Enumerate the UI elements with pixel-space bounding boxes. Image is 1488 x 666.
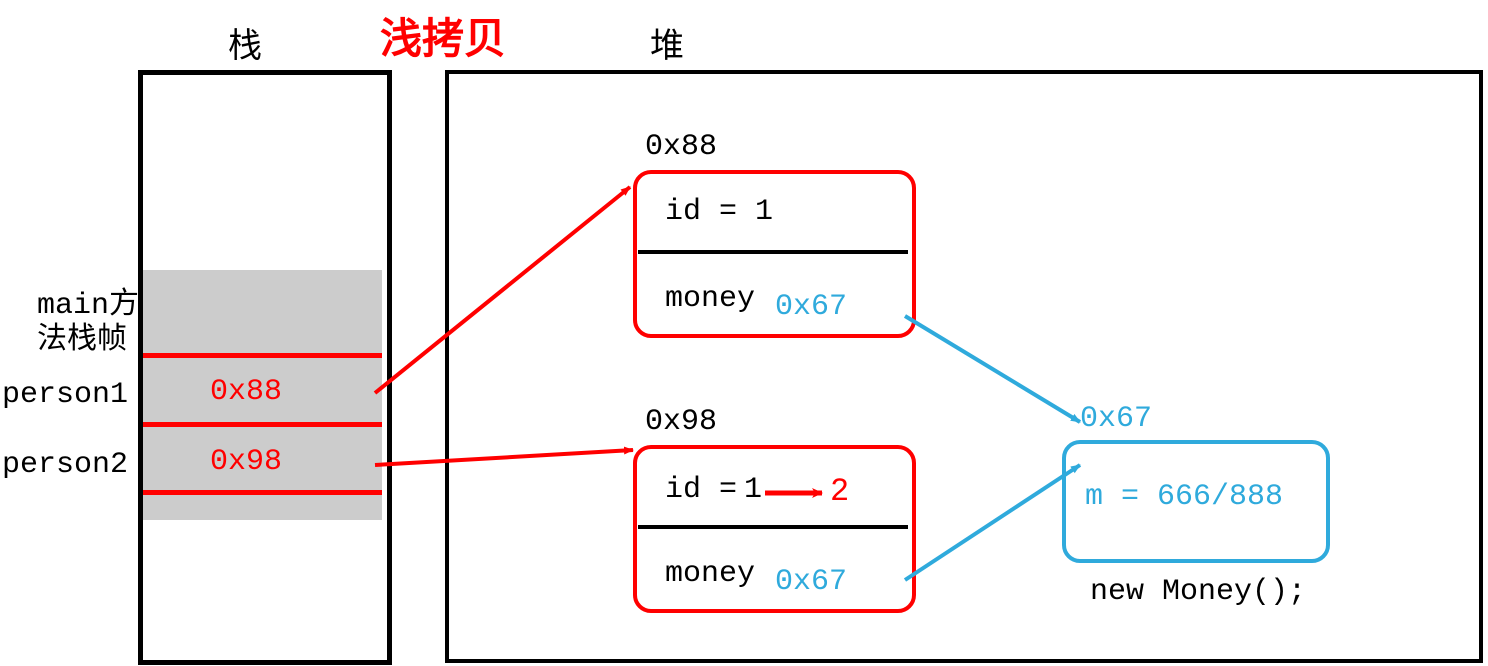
main-frame-label-2: 法栈帧: [37, 313, 127, 358]
obj2-id-label: id =: [665, 473, 737, 507]
obj1-addr-label: 0x88: [645, 130, 717, 164]
obj1-id: id = 1: [665, 195, 773, 229]
obj2-addr-label: 0x98: [645, 405, 717, 439]
stack-divider-3: [143, 490, 382, 495]
obj2-money-label: money: [665, 557, 755, 591]
person2-label: person2: [2, 448, 128, 482]
heap-container: [445, 70, 1483, 663]
person2-addr: 0x98: [210, 445, 282, 479]
person1-label: person1: [2, 378, 128, 412]
heap-title-text: 堆: [650, 30, 684, 68]
stack-divider-2: [143, 422, 382, 427]
obj1-money-addr: 0x67: [775, 290, 847, 324]
obj1-money-label: money: [665, 282, 755, 316]
shallow-copy-text: 浅拷贝: [380, 18, 506, 66]
obj2-money-addr: 0x67: [775, 565, 847, 599]
obj1-divider: [638, 250, 908, 254]
obj2-divider: [638, 525, 908, 529]
money-new-label: new Money();: [1090, 575, 1306, 609]
shallow-copy-title: 浅拷贝: [380, 5, 506, 66]
obj2-id-old: 1: [744, 473, 762, 507]
stack-divider-1: [143, 353, 382, 358]
stack-title: 栈: [228, 18, 262, 68]
heap-title: 堆: [650, 18, 684, 68]
money-obj-addr: 0x67: [1080, 402, 1152, 436]
stack-title-text: 栈: [228, 30, 262, 68]
person1-addr: 0x88: [210, 375, 282, 409]
obj2-id-new: 2: [830, 473, 849, 510]
money-obj-value: m = 666/888: [1085, 480, 1283, 514]
